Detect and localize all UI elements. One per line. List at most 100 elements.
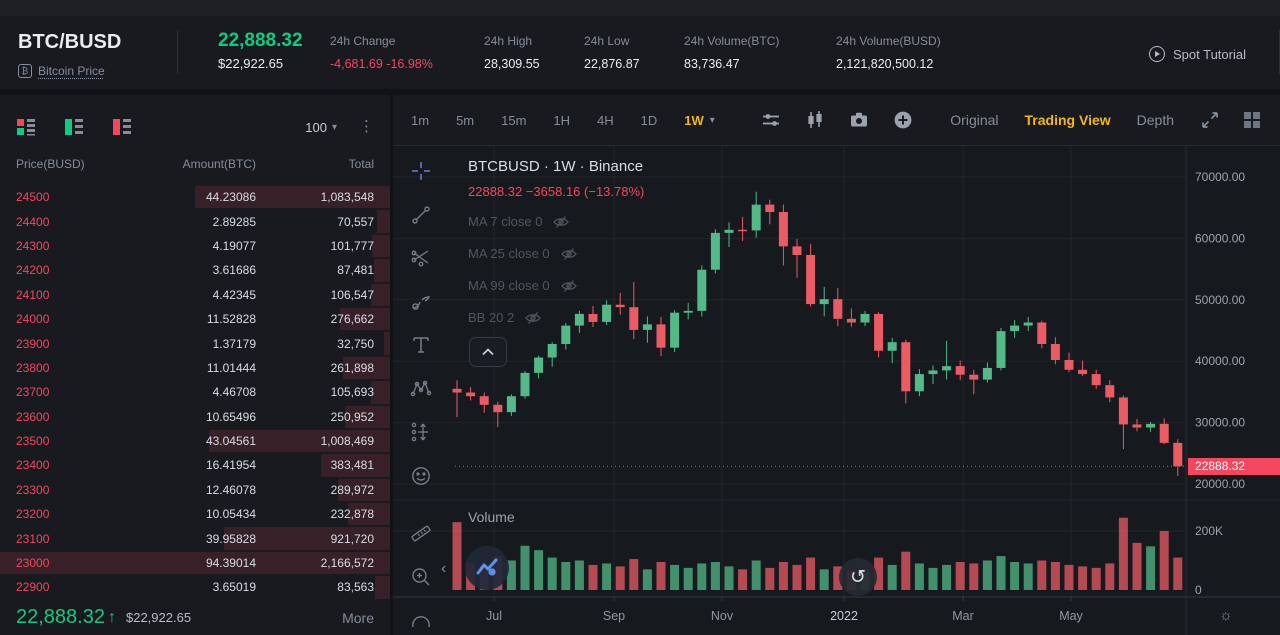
tf-1m[interactable]: 1m: [411, 112, 430, 128]
emoji-tool-icon[interactable]: [404, 459, 438, 493]
depth-bar: [371, 234, 390, 258]
row-total: 289,972: [330, 482, 374, 497]
legend-collapse-button[interactable]: [469, 337, 507, 367]
chart-logo-button[interactable]: [465, 546, 509, 590]
depth-bar: [0, 551, 390, 575]
ticker-price: 22,888.32: [16, 606, 105, 628]
last-price: 22,888.32: [218, 30, 303, 51]
reset-icon: ↺: [850, 566, 866, 588]
eye-hidden-icon[interactable]: [560, 277, 578, 295]
tf-4h[interactable]: 4H: [597, 112, 614, 128]
fib-tool-icon[interactable]: [404, 241, 438, 275]
tf-1w-active[interactable]: 1W: [684, 112, 704, 128]
grid-layout-icon[interactable]: [1242, 110, 1262, 130]
chevron-up-icon: [482, 348, 494, 356]
row-price: 23600: [16, 409, 50, 424]
order-book-row[interactable]: 23700 4.46708 105,693: [0, 380, 390, 404]
measure-tool-icon[interactable]: [404, 516, 438, 550]
reset-chart-button[interactable]: ↺: [839, 558, 877, 596]
caret-down-icon[interactable]: ▾: [331, 121, 337, 133]
order-book-row[interactable]: 24500 44.23086 1,083,548: [0, 185, 390, 209]
row-amount: 94.39014: [205, 556, 256, 571]
order-book-row[interactable]: 23600 10.65496 250,952: [0, 405, 390, 429]
row-price: 23900: [16, 336, 50, 351]
pattern-tool-icon[interactable]: [404, 372, 438, 406]
row-amount: 3.61686: [212, 263, 256, 278]
add-indicator-icon[interactable]: [893, 110, 913, 130]
legend-symbol[interactable]: BTCBUSD · 1W · Binance: [468, 158, 644, 175]
view-depth[interactable]: Depth: [1136, 112, 1174, 128]
order-book-row[interactable]: 24400 2.89285 70,557: [0, 209, 390, 233]
order-book-row[interactable]: 23200 10.05434 232,878: [0, 502, 390, 526]
screenshot-camera-icon[interactable]: [849, 110, 869, 130]
precision-select[interactable]: 100: [305, 119, 327, 135]
row-amount: 4.42345: [212, 287, 256, 302]
tf-1h[interactable]: 1H: [553, 112, 571, 128]
indicator-ma7[interactable]: MA 7 close 0: [468, 212, 644, 231]
fiat-price: $22,922.65: [218, 56, 284, 71]
row-amount: 3.65019: [212, 580, 256, 595]
eye-hidden-icon[interactable]: [560, 245, 578, 263]
order-book-row[interactable]: 23500 43.04561 1,008,469: [0, 429, 390, 453]
chart-style-icon[interactable]: [805, 110, 825, 130]
row-price: 24000: [16, 312, 50, 327]
view-original[interactable]: Original: [950, 112, 999, 128]
order-book-column-headers: Price(BUSD) Amount(BTC) Total: [0, 157, 390, 171]
more-link[interactable]: More: [342, 609, 374, 626]
book-mode-asks-icon[interactable]: [112, 117, 132, 137]
theme-sun-icon[interactable]: ☼: [1219, 607, 1233, 624]
magnet-tool-icon[interactable]: [404, 603, 438, 635]
stat-value: 28,309.55: [484, 57, 540, 71]
eye-hidden-icon[interactable]: [524, 309, 542, 327]
interval-caret-icon[interactable]: ▾: [709, 114, 715, 126]
pair-title: BTC/BUSD: [18, 31, 122, 53]
row-amount: 4.46708: [212, 385, 256, 400]
indicator-settings-icon[interactable]: [761, 110, 781, 130]
fullscreen-icon[interactable]: [1200, 110, 1220, 130]
svg-text:0: 0: [1195, 583, 1202, 597]
order-book-row[interactable]: 23100 39.95828 921,720: [0, 526, 390, 550]
order-book-row[interactable]: 23800 11.01444 261,898: [0, 356, 390, 380]
stat-24h-volume-busd: 24h Volume(BUSD) 2,121,820,500.12: [836, 34, 941, 73]
indicator-bb[interactable]: BB 20 2: [468, 308, 644, 327]
tradingview-chart[interactable]: 70000.00 60000.00 50000.00 40000.00 30000.00…: [393, 146, 1280, 635]
order-book-row[interactable]: 23000 94.39014 2,166,572: [0, 551, 390, 575]
book-mode-both-icon[interactable]: [16, 117, 36, 137]
view-tradingview[interactable]: Trading View: [1024, 112, 1111, 128]
drawing-toolbar: [393, 154, 449, 635]
brush-tool-icon[interactable]: [404, 285, 438, 319]
kebab-menu-icon[interactable]: ⋮: [359, 118, 374, 135]
row-total: 2,166,572: [320, 556, 374, 571]
row-amount: 1.37179: [212, 336, 256, 351]
zoom-in-tool-icon[interactable]: [404, 560, 438, 594]
panel-collapse-chevron-icon[interactable]: ‹: [441, 560, 447, 577]
text-tool-icon[interactable]: [404, 328, 438, 362]
order-book-row[interactable]: 22900 3.65019 83,563: [0, 575, 390, 599]
eye-hidden-icon[interactable]: [552, 213, 570, 231]
row-total: 383,481: [330, 458, 374, 473]
order-book-controls: 100 ▾ ⋮: [0, 109, 390, 145]
tf-1d[interactable]: 1D: [640, 112, 658, 128]
row-price: 22900: [16, 580, 50, 595]
forecast-tool-icon[interactable]: [404, 415, 438, 449]
order-book-row[interactable]: 24200 3.61686 87,481: [0, 258, 390, 282]
order-book-row[interactable]: 23400 16.41954 383,481: [0, 453, 390, 477]
crosshair-tool-icon[interactable]: [404, 154, 438, 188]
svg-text:2022: 2022: [830, 609, 858, 623]
order-book-row[interactable]: 24300 4.19077 101,777: [0, 234, 390, 258]
order-book-row[interactable]: 24000 11.52828 276,662: [0, 307, 390, 331]
pair-subtitle[interactable]: ₿ Bitcoin Price: [18, 64, 105, 78]
row-amount: 12.46078: [205, 482, 256, 497]
order-book-row[interactable]: 23300 12.46078 289,972: [0, 478, 390, 502]
indicator-ma25[interactable]: MA 25 close 0: [468, 244, 644, 263]
book-mode-bids-icon[interactable]: [64, 117, 84, 137]
indicator-ma99[interactable]: MA 99 close 0: [468, 276, 644, 295]
tf-5m[interactable]: 5m: [456, 112, 475, 128]
tf-15m[interactable]: 15m: [501, 112, 527, 128]
order-book-row[interactable]: 23900 1.37179 32,750: [0, 331, 390, 355]
order-book-row[interactable]: 24100 4.42345 106,547: [0, 283, 390, 307]
candlestick-chart-canvas[interactable]: 70000.00 60000.00 50000.00 40000.00 30000.00…: [393, 146, 1280, 635]
spot-tutorial-button[interactable]: Spot Tutorial: [1149, 46, 1246, 62]
bitcoin-price-link[interactable]: Bitcoin Price: [38, 64, 105, 78]
trendline-tool-icon[interactable]: [404, 198, 438, 232]
